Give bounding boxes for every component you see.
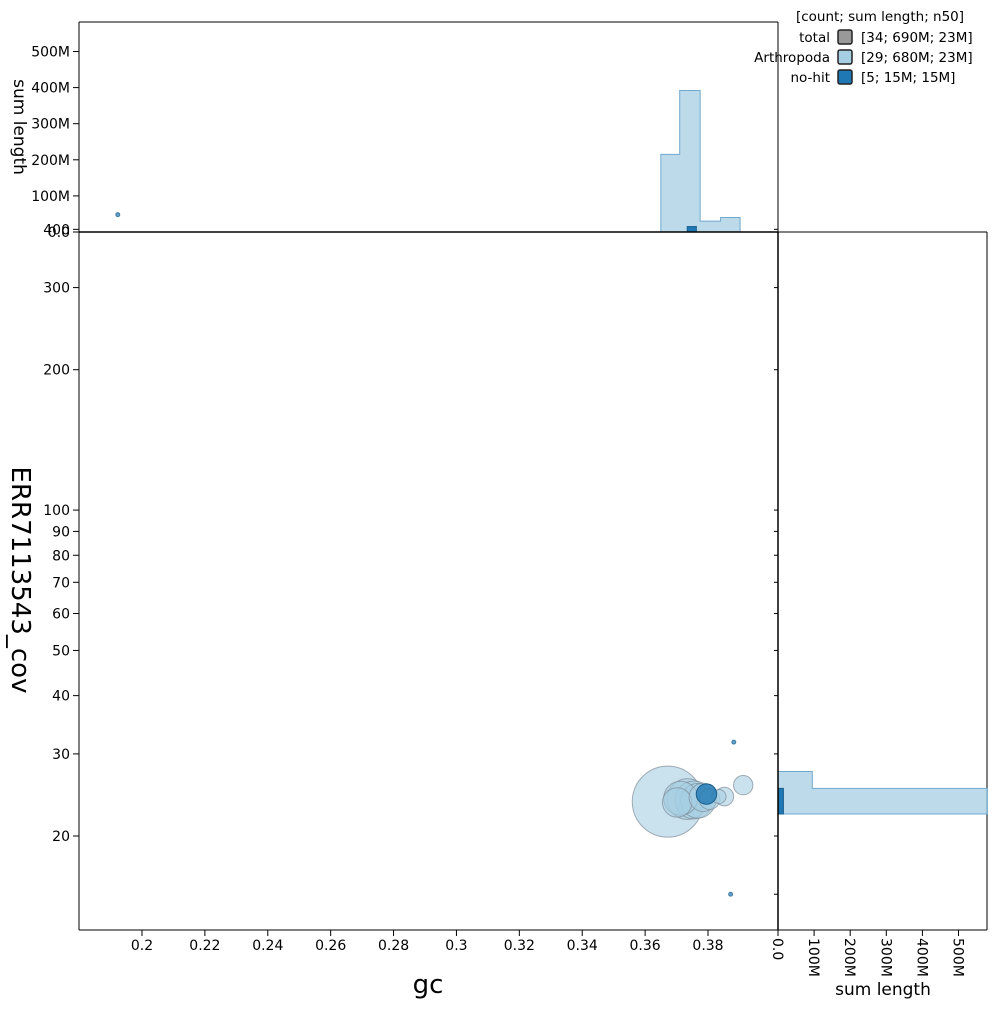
x-tick-label: 0.3 [445, 938, 467, 954]
scatter-point-arthropoda [728, 891, 734, 897]
x-tick-label: 0.2 [131, 938, 153, 954]
y-tick-label: 300 [43, 281, 70, 297]
legend-swatch-nohit [837, 69, 853, 85]
top-hist-tick-label: 400M [31, 81, 70, 97]
x-axis-title: gc [413, 970, 444, 1000]
scatter-point-nohit [695, 783, 718, 805]
y-tick-label: 40 [52, 689, 70, 705]
legend-stats-nohit: [5; 15M; 15M] [861, 70, 955, 86]
y-axis-title: ERR7113543_cov [5, 467, 35, 694]
x-tick-label: 0.38 [692, 938, 723, 954]
y-tick-label: 30 [52, 747, 70, 763]
x-tick-label: 0.26 [315, 938, 346, 954]
x-tick-label: 0.22 [189, 938, 220, 954]
y-tick-label: 20 [52, 829, 70, 845]
right-hist-tick-label: 400M [913, 938, 929, 977]
legend-swatch-total [837, 29, 853, 45]
y-tick-label: 400 [43, 222, 70, 238]
scatter-point-arthropoda [733, 775, 754, 796]
top-hist-tick-label: 500M [31, 45, 70, 61]
right-hist-tick-label: 0.0 [769, 938, 785, 960]
x-tick-label: 0.34 [567, 938, 598, 954]
y-tick-label: 90 [52, 524, 70, 540]
legend-header: [count; sum length; n50] [796, 9, 964, 25]
legend-label-nohit: no-hit [790, 70, 830, 86]
right-hist-tick-label: 300M [877, 938, 893, 977]
y-tick-label: 50 [52, 643, 70, 659]
y-tick-label: 60 [52, 607, 70, 623]
scatter-point-arthropoda [661, 787, 693, 818]
right-hist-nohit-bar [777, 787, 784, 815]
right-hist-arthropoda [777, 771, 988, 815]
x-tick-label: 0.28 [378, 938, 409, 954]
top-hist-nohit-bar [686, 226, 697, 233]
right-hist-tick-label: 100M [805, 938, 821, 977]
top-hist-tick-label: 200M [31, 153, 70, 169]
x-tick-label: 0.32 [504, 938, 535, 954]
right-hist-tick-label: 500M [950, 938, 966, 977]
top-hist-tick-label: 300M [31, 117, 70, 133]
legend-stats-total: [34; 690M; 23M] [861, 30, 973, 46]
scatter-point-arthropoda [731, 739, 737, 745]
top-hist-tick-label: 100M [31, 189, 70, 205]
legend-stats-arthropoda: [29; 680M; 23M] [861, 50, 973, 66]
x-tick-label: 0.36 [630, 938, 661, 954]
y-tick-label: 100 [43, 503, 70, 519]
scatter-point-arthropoda [115, 212, 121, 218]
legend-swatch-arthropoda [837, 49, 853, 65]
top-hist-axis-title: sum length [9, 79, 29, 175]
right-hist-tick-label: 200M [841, 938, 857, 977]
legend-label-arthropoda: Arthropoda [754, 50, 830, 66]
y-tick-label: 80 [52, 548, 70, 564]
top-hist-arthropoda [79, 89, 741, 233]
top-hist-tick-label: 0.0 [48, 225, 70, 241]
right-hist-axis-title: sum length [835, 980, 931, 1000]
legend-label-total: total [799, 30, 830, 46]
y-tick-label: 200 [43, 363, 70, 379]
y-tick-label: 70 [52, 575, 70, 591]
x-tick-label: 0.24 [252, 938, 283, 954]
